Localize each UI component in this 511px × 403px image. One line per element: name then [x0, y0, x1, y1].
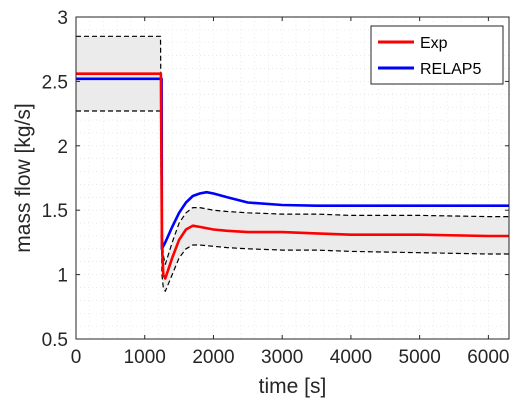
- uncertainty-band: [76, 36, 509, 292]
- x-tick-label: 5000: [399, 347, 441, 368]
- y-tick-label: 2: [57, 137, 68, 158]
- series-layer: [76, 35, 509, 292]
- legend-box: [370, 25, 504, 85]
- x-tick-label: 4000: [330, 347, 372, 368]
- x-axis-label: time [s]: [259, 375, 327, 398]
- lower-bound-line: [76, 110, 509, 292]
- x-tick-label: 2000: [192, 347, 234, 368]
- legend-label-exp: Exp: [420, 35, 448, 52]
- x-tick-label: 3000: [261, 347, 303, 368]
- tick-labels: 0 1000 2000 3000 4000 5000 6000 0.5 1 1.5 2 2.5 3: [42, 8, 510, 368]
- series-line-exp: [76, 72, 509, 280]
- axis-ticks: [75, 16, 509, 340]
- x-tick-label: 0: [71, 347, 82, 368]
- y-tick-label: 2.5: [42, 72, 68, 93]
- legend: Exp RELAP5: [370, 25, 504, 85]
- y-tick-label: 3: [57, 8, 68, 29]
- y-tick-label: 1: [57, 266, 68, 287]
- y-tick-label: 0.5: [42, 330, 68, 351]
- x-tick-label: 6000: [467, 347, 509, 368]
- y-tick-label: 1.5: [42, 201, 68, 222]
- legend-label-relap5: RELAP5: [420, 61, 481, 78]
- x-tick-label: 1000: [124, 347, 166, 368]
- y-axis-label: mass flow [kg/s]: [12, 103, 35, 252]
- plot-frame: [75, 16, 510, 340]
